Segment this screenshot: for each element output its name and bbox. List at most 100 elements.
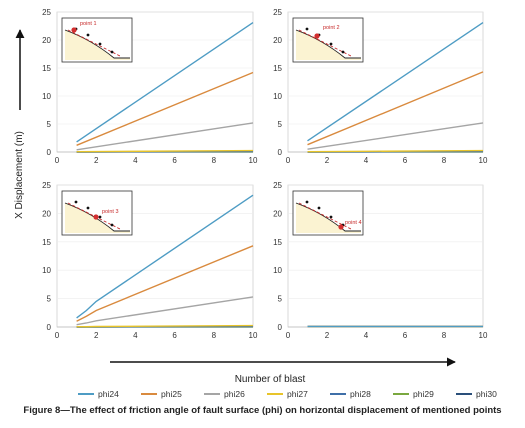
y-tick-label: 15 (42, 238, 51, 247)
series-line-phi25 (76, 71, 254, 146)
series-line-phi25 (307, 71, 484, 146)
x-tick-label: 2 (325, 156, 330, 165)
y-tick-label: 0 (278, 323, 283, 332)
y-tick-label: 10 (42, 92, 51, 101)
measure-point-marker (86, 33, 90, 37)
y-axis-label: X Displacement (m) (14, 131, 25, 219)
measure-point-marker (341, 50, 345, 54)
y-tick-label: 20 (42, 209, 51, 218)
y-tick-label: 15 (42, 64, 51, 73)
highlighted-point-marker (71, 27, 77, 33)
chart-panel-3: 0 5 10 15 20 25 0 2 4 6 8 10 point 3 (42, 181, 258, 340)
x-tick-label: 0 (286, 156, 291, 165)
legend-label: phi30 (476, 389, 497, 399)
series-line-phi26 (76, 122, 254, 151)
x-tick-label: 2 (94, 331, 99, 340)
legend-label: phi26 (224, 389, 245, 399)
x-tick-label: 4 (364, 331, 369, 340)
x-tick-label: 4 (133, 331, 138, 340)
x-tick-label: 0 (55, 156, 60, 165)
series-line-phi27 (307, 149, 484, 153)
measure-point-marker (110, 223, 114, 227)
chart-panel-2: 0 5 10 15 20 25 0 2 4 6 8 10 point 2 (273, 8, 488, 165)
x-tick-label: 0 (286, 331, 291, 340)
series-line-phi24 (307, 22, 484, 142)
x-tick-label: 8 (212, 331, 217, 340)
measure-point-marker (86, 206, 90, 210)
legend-item-phi27: phi27 (267, 389, 308, 399)
measure-point-marker (98, 215, 102, 219)
measure-point-marker (329, 215, 333, 219)
y-tick-label: 15 (273, 64, 282, 73)
legend-label: phi27 (287, 389, 308, 399)
measure-point-marker (110, 50, 114, 54)
y-tick-label: 20 (273, 209, 282, 218)
legend-label: phi25 (161, 389, 182, 399)
x-tick-label: 8 (442, 156, 447, 165)
highlighted-point-marker (93, 214, 99, 220)
y-tick-label: 25 (42, 181, 51, 190)
measure-point-marker (329, 42, 333, 46)
y-tick-label: 25 (42, 8, 51, 17)
measure-point-marker (305, 200, 309, 204)
series-line-phi24 (76, 22, 254, 143)
y-tick-label: 20 (42, 36, 51, 45)
x-tick-label: 6 (172, 331, 177, 340)
legend-item-phi30: phi30 (456, 389, 497, 399)
y-tick-label: 10 (42, 266, 51, 275)
legend-label: phi24 (98, 389, 119, 399)
x-axis-label: Number of blast (235, 374, 306, 385)
measure-point-marker (74, 200, 78, 204)
legend-item-phi28: phi28 (330, 389, 371, 399)
inset-point-label: point 2 (323, 25, 340, 31)
x-tick-label: 4 (364, 156, 369, 165)
x-tick-label: 2 (325, 331, 330, 340)
x-tick-label: 6 (403, 331, 408, 340)
inset-diagram: point 2 (292, 17, 364, 63)
x-tick-label: 2 (94, 156, 99, 165)
measure-point-marker (98, 42, 102, 46)
highlighted-point-marker (338, 224, 344, 230)
highlighted-point-marker (314, 33, 320, 39)
x-tick-label: 0 (55, 331, 60, 340)
series-line-phi26 (76, 296, 254, 326)
x-tick-label: 8 (212, 156, 217, 165)
inset-point-label: point 3 (102, 209, 119, 215)
y-tick-label: 0 (278, 148, 283, 157)
y-tick-label: 25 (273, 8, 282, 17)
chart-panel-4: 0 5 10 15 20 25 0 2 4 6 8 10 point 4 (273, 181, 488, 340)
measure-point-marker (317, 206, 321, 210)
inset-point-label: point 1 (80, 21, 97, 27)
series-line-phi24 (76, 194, 254, 319)
y-tick-label: 0 (47, 148, 52, 157)
x-tick-label: 10 (479, 156, 488, 165)
legend-item-phi29: phi29 (393, 389, 434, 399)
chart-panel-1: 0 5 10 15 20 25 0 2 4 6 8 10 point 1 (42, 8, 258, 165)
y-tick-label: 15 (273, 238, 282, 247)
inset-point-label: point 4 (345, 220, 362, 226)
legend-item-phi26: phi26 (204, 389, 245, 399)
y-tick-label: 25 (273, 181, 282, 190)
legend-label: phi28 (350, 389, 371, 399)
y-tick-label: 5 (278, 295, 283, 304)
y-tick-label: 0 (47, 323, 52, 332)
x-tick-label: 10 (249, 156, 258, 165)
series-line-phi27 (76, 149, 254, 153)
measure-point-marker (305, 27, 309, 31)
legend-label: phi29 (413, 389, 434, 399)
y-tick-label: 5 (278, 120, 283, 129)
series-line-phi26 (307, 122, 484, 150)
x-tick-label: 8 (442, 331, 447, 340)
legend-item-phi24: phi24 (78, 389, 119, 399)
x-tick-label: 10 (479, 331, 488, 340)
y-tick-label: 10 (273, 266, 282, 275)
inset-diagram: point 4 (292, 190, 364, 236)
legend: phi24 phi25 phi26 phi27 phi28 phi29 phi30 (78, 389, 497, 399)
inset-diagram: point 1 (61, 17, 133, 63)
y-tick-label: 20 (273, 36, 282, 45)
series-line-phi27 (76, 324, 254, 328)
legend-item-phi25: phi25 (141, 389, 182, 399)
y-tick-label: 5 (47, 295, 52, 304)
inset-diagram: point 3 (61, 190, 133, 236)
